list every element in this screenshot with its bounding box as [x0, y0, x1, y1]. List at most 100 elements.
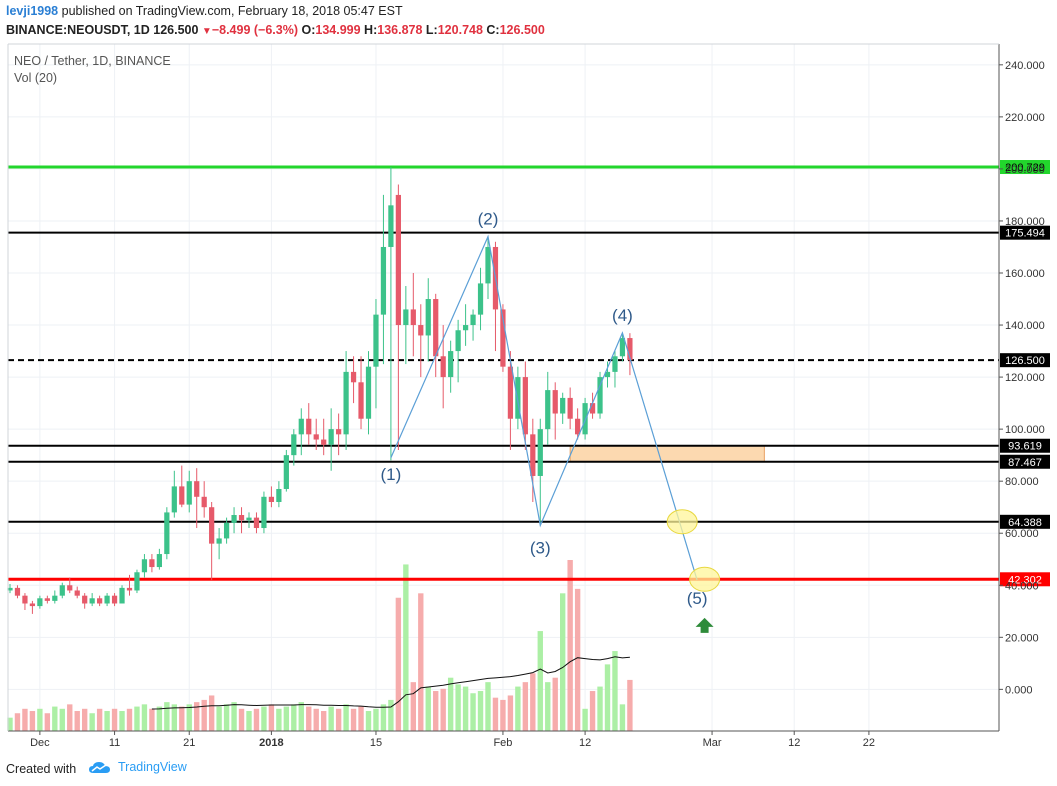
candle-body [433, 299, 439, 357]
volume-bar [470, 693, 476, 731]
volume-bar [425, 686, 431, 731]
ohlc-close-label: C: [486, 23, 500, 37]
volume-bar [418, 593, 424, 731]
candle-body [537, 429, 543, 476]
volume-bar [619, 704, 626, 731]
candle-body [186, 481, 192, 505]
volume-bar [89, 713, 95, 731]
candle-body [179, 486, 185, 505]
volume-bar [328, 706, 334, 731]
volume-bar [589, 691, 596, 731]
highlight-circle [666, 509, 698, 535]
volume-bar [119, 711, 125, 731]
candle-body [164, 512, 170, 555]
author-link[interactable]: levji1998 [6, 4, 59, 18]
volume-bar [14, 713, 21, 731]
highlight-circle [689, 566, 721, 592]
volume-bar [149, 708, 155, 731]
volume-bar [582, 708, 588, 731]
volume-bar [134, 706, 140, 731]
wave-path [390, 234, 698, 581]
volume-bar [268, 704, 275, 731]
candle-body [313, 434, 319, 440]
volume-bar [522, 682, 529, 731]
candle-body [619, 338, 626, 357]
x-tick-label: Dec [30, 737, 50, 749]
volume-bar [59, 708, 65, 731]
volume-bar [433, 691, 439, 731]
candle-body [560, 397, 566, 414]
y-tick-label: 40.000 [1005, 580, 1039, 592]
last-price: 126.500 [153, 23, 199, 37]
volume-ma-line [151, 656, 630, 710]
candle-body [440, 356, 446, 378]
level-tag-label: 64.388 [1008, 517, 1042, 529]
y-tick-label: 80.000 [1005, 476, 1039, 488]
volume-bar [440, 688, 446, 731]
level-tag-label: 175.494 [1005, 228, 1045, 240]
volume-bar [477, 691, 484, 731]
volume-bar [208, 695, 215, 731]
brand-name: TradingView [118, 760, 187, 774]
volume-bar [179, 706, 185, 731]
x-tick-label: 15 [370, 737, 382, 749]
volume-bar [186, 704, 192, 731]
volume-bar [96, 708, 103, 731]
y-tick-label: 0.000 [1005, 684, 1033, 696]
symbol-line: BINANCE:NEOUSDT, 1D 126.500 ▼−8.499 (−6.… [6, 23, 545, 37]
volume-bar [29, 711, 36, 731]
candle-body [552, 390, 558, 414]
volume-bar [403, 564, 409, 731]
candle-body [253, 517, 260, 529]
candle-body [388, 205, 394, 247]
volume-bar [537, 631, 543, 731]
footer: Created with TradingView [0, 750, 1057, 786]
volume-bar [253, 708, 260, 731]
candle-body [373, 314, 379, 367]
candle-body [597, 377, 603, 414]
volume-bar [44, 713, 51, 731]
candle-body [29, 603, 36, 607]
candlestick-chart[interactable]: 200.729 175.494 126.500 93.619 87.467 64.388 4… [0, 0, 1057, 750]
ohlc-low: 120.748 [437, 23, 483, 37]
candle-body [321, 439, 327, 445]
x-tick-label: Feb [493, 737, 512, 749]
volume-bar [141, 704, 148, 731]
symbol-label: BINANCE:NEOUSDT, 1D [6, 23, 150, 37]
candle-body [82, 595, 88, 604]
y-tick-label: 60.000 [1005, 528, 1039, 540]
candle-body [515, 377, 521, 419]
y-tick-label: 180.000 [1005, 216, 1045, 228]
chart-title: NEO / Tether, 1D, BINANCE [14, 54, 171, 68]
candle-body [500, 309, 506, 367]
level-tag [1000, 225, 1050, 240]
candle-body [627, 338, 633, 361]
candle-body [231, 515, 237, 523]
y-tick-label: 160.000 [1005, 268, 1045, 280]
candle-body [149, 559, 155, 568]
candle-body [575, 418, 581, 435]
tradingview-link[interactable]: TradingView [88, 760, 187, 775]
volume-bar [126, 708, 133, 731]
candle-body [37, 598, 43, 607]
volume-bar [515, 686, 521, 731]
volume-bar [365, 711, 372, 731]
volume-bar [111, 708, 118, 731]
candle-body [22, 595, 28, 604]
volume-bar [485, 682, 491, 731]
volume-bar [283, 706, 290, 731]
volume-bar [313, 708, 319, 731]
volume-bar [216, 706, 222, 731]
publish-line: levji1998 published on TradingView.com, … [6, 4, 403, 18]
level-tag [1000, 454, 1050, 469]
candle-body [276, 488, 282, 502]
candle-body [448, 351, 454, 378]
candle-body [485, 246, 491, 284]
candle-body [380, 246, 387, 315]
volume-bar [597, 686, 603, 731]
ohlc-high: 136.878 [377, 23, 423, 37]
wave-label: (1) [381, 465, 402, 484]
candle-body [545, 390, 551, 430]
volume-bar [298, 702, 304, 731]
volume-bar [559, 593, 566, 731]
